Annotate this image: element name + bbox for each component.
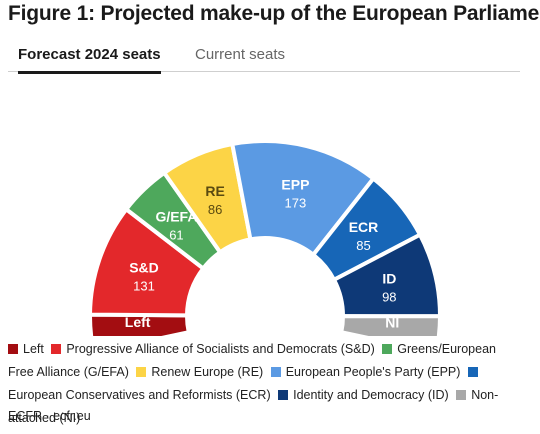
legend-item-ecr: European Conservatives and Reformists (E… (8, 365, 483, 402)
segment-value-g-efa: 61 (169, 228, 183, 243)
legend-label: European Conservatives and Reformists (E… (8, 388, 271, 402)
segment-label-left: Left (125, 314, 151, 330)
segment-label-s-d: S&D (129, 259, 159, 275)
legend-label: Identity and Democracy (ID) (293, 388, 449, 402)
legend-item-re: Renew Europe (RE) (136, 365, 263, 379)
segment-label-g-efa: G/EFA (155, 209, 197, 225)
legend-swatch (278, 390, 289, 400)
segment-value-re: 86 (208, 202, 222, 217)
legend-swatch (51, 344, 62, 354)
legend-swatch (382, 344, 393, 354)
legend-label: Greens/European Free Alliance (G/EFA) (8, 342, 496, 379)
legend-label: Renew Europe (RE) (151, 365, 264, 379)
legend-swatch (270, 367, 281, 377)
segment-value-s-d: 131 (133, 278, 155, 293)
segment-value-id: 98 (382, 290, 396, 305)
legend-label: Non-attached (NI) (8, 388, 499, 425)
segment-label-id: ID (382, 271, 396, 287)
legend-label: European People's Party (EPP) (285, 365, 461, 379)
segment-label-epp: EPP (281, 177, 309, 193)
tab-forecast-2024-seats[interactable]: Forecast 2024 seats (18, 46, 161, 74)
source-note: ECFR · ecfr.eu (8, 409, 91, 423)
legend-label: Left (23, 342, 44, 356)
segment-value-ecr: 85 (356, 238, 370, 253)
legend-item-id: Identity and Democracy (ID) (278, 388, 449, 402)
tab-divider (8, 71, 520, 72)
parliament-chart: Left 44 S&D 131 G/EFA 61 RE 86 EPP 173 ECR 85 ID 98 NI… (88, 139, 443, 336)
legend-swatch (136, 367, 147, 377)
segment-ni (339, 314, 442, 336)
legend-item-epp: European People's Party (EPP) (270, 365, 461, 379)
legend-swatch (8, 344, 18, 354)
legend-item-left: Left (8, 342, 44, 356)
segment-value-left: 44 (130, 333, 144, 336)
chart-legend: Left Progressive Alliance of Socialists … (8, 338, 520, 430)
tab-current-seats[interactable]: Current seats (195, 46, 286, 63)
legend-label: Progressive Alliance of Socialists and D… (66, 342, 375, 356)
page-title: Figure 1: Projected make-up of the Europ… (8, 2, 540, 25)
segment-label-ecr: ECR (349, 219, 379, 235)
segment-value-ni: 42 (385, 333, 399, 336)
segment-label-ni: NI (385, 314, 399, 330)
legend-swatch (456, 390, 467, 400)
legend-item-s-d: Progressive Alliance of Socialists and D… (51, 342, 375, 356)
legend-item-ni: Non-attached (NI) (8, 388, 498, 425)
segment-label-re: RE (205, 183, 224, 199)
tab-bar: Forecast 2024 seats Current seats (8, 42, 520, 74)
legend-item-g-efa: Greens/European Free Alliance (G/EFA) (8, 342, 496, 379)
legend-swatch (467, 367, 478, 377)
segment-value-epp: 173 (285, 196, 307, 211)
